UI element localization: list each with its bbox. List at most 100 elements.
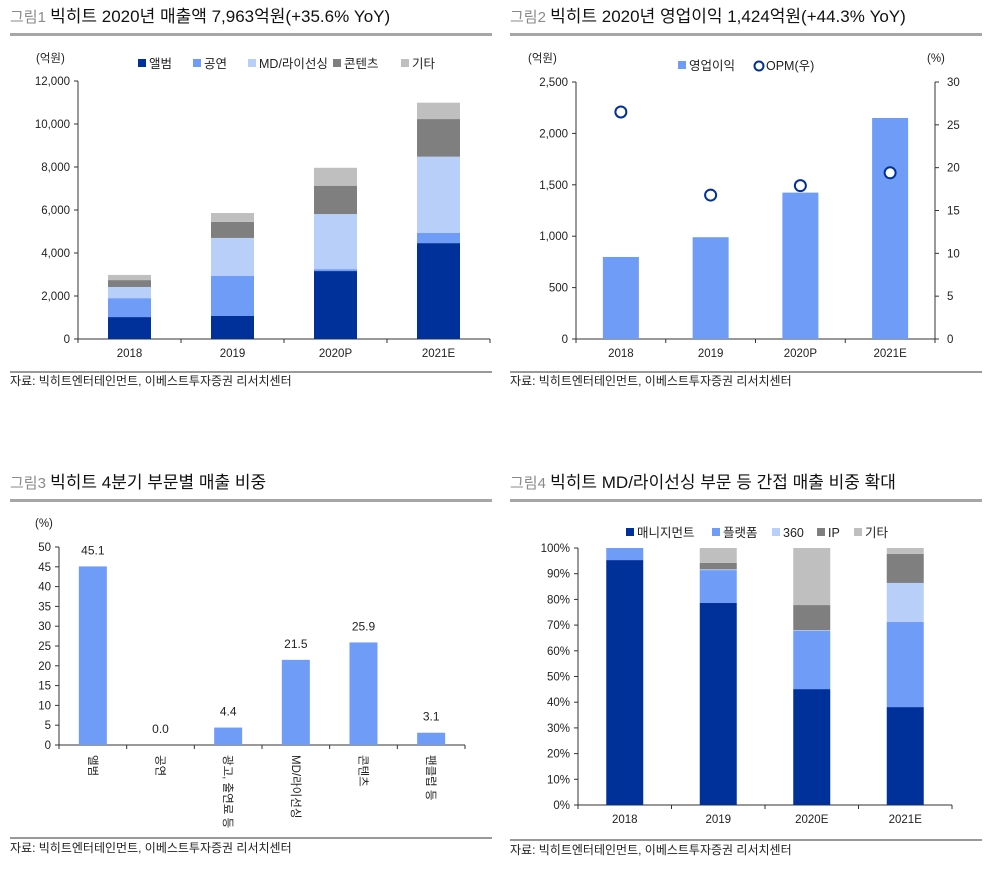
y-tick-label: 100%	[541, 543, 570, 555]
bar-segment-IP	[886, 553, 924, 583]
bar-segment-공연	[108, 298, 151, 318]
title-rule	[10, 33, 492, 36]
y-tick-label: 500	[549, 283, 568, 295]
y-tick-label: 40%	[547, 697, 570, 709]
y-tick-label: 20%	[547, 749, 570, 761]
legend-label: 매니지먼트	[637, 526, 695, 540]
y-tick-label: 30	[38, 621, 51, 633]
opm-point	[614, 105, 628, 119]
figure-label: 그림1	[10, 9, 50, 26]
y-tick-label: 5	[45, 720, 51, 732]
bar-segment-앨범	[417, 243, 460, 339]
legend-item: 매니지먼트	[626, 526, 695, 540]
chart-2: 0 500 1,000 1,500 2,000 2,500 0 5 10 15 20 25 30 (억원)…	[528, 51, 960, 360]
legend-label: 기타	[865, 526, 889, 540]
y-tick-label: 1,000	[539, 231, 568, 243]
x-tick-label: 2018	[612, 814, 638, 826]
data-label: 25.9	[352, 619, 376, 633]
bar-segment-MD/라이선싱	[211, 237, 254, 277]
bar-segment-매니지먼트	[793, 689, 831, 805]
y-tick-label: 15	[38, 681, 51, 693]
legend-item: 콘텐츠	[333, 57, 379, 71]
legend-swatch	[193, 59, 201, 67]
legend-item: OPM(우)	[753, 59, 814, 73]
legend-marker	[753, 60, 765, 72]
legend-label: 콘텐츠	[344, 57, 379, 71]
legend-swatch	[138, 59, 146, 67]
bar-segment-기타	[699, 548, 737, 563]
figure-title: 그림3 빅히트 4분기 부문별 매출 비중	[10, 473, 266, 492]
data-label: 3.1	[423, 710, 440, 724]
y2-tick-label: 30	[947, 77, 960, 89]
y-tick-label: 2,000	[539, 128, 568, 140]
bar-segment-MD/라이선싱	[108, 286, 151, 299]
bar-segment-콘텐츠	[211, 221, 254, 238]
bar-segment-360	[699, 569, 737, 571]
opm-point	[793, 179, 807, 193]
bar-segment-공연	[211, 276, 254, 316]
legend-label: 공연	[204, 57, 227, 71]
bar-segment-매니지먼트	[886, 707, 924, 805]
bar	[417, 732, 446, 745]
legend-item: 영업이익	[678, 59, 735, 73]
bar-segment-앨범	[108, 317, 151, 339]
legend-label: 360	[783, 526, 804, 540]
y-tick-label: 10	[38, 700, 51, 712]
y-tick-label: 80%	[547, 594, 570, 606]
bar-operating-profit	[872, 117, 909, 339]
x-tick-label: MD/라이선싱	[289, 755, 302, 818]
figure-title-text: 빅히트 MD/라이선싱 부문 등 간접 매출 비중 확대	[550, 473, 896, 492]
y-tick-label: 10%	[547, 774, 570, 786]
bar-segment-플랫폼	[886, 622, 924, 708]
legend-swatch	[817, 528, 825, 536]
y-tick-label: 2,500	[539, 77, 568, 89]
bar	[281, 659, 310, 745]
bar-segment-매니지먼트	[699, 602, 737, 805]
y-tick-label: 20	[38, 661, 51, 673]
legend-label: 플랫폼	[723, 526, 758, 540]
y2-tick-label: 15	[947, 206, 960, 218]
title-rule	[10, 499, 492, 502]
figure-title: 그림1 빅히트 2020년 매출액 7,963억원(+35.6% YoY)	[10, 7, 390, 26]
y-tick-label: 25	[38, 641, 51, 653]
figure-title-text: 빅히트 2020년 매출액 7,963억원(+35.6% YoY)	[50, 7, 390, 26]
legend-swatch	[772, 528, 780, 536]
y2-tick-label: 20	[947, 163, 960, 175]
bar-segment-기타	[211, 213, 254, 222]
chart-1: 0 2,000 4,000 6,000 8,000 10,000 12,000 (억원) 201…	[35, 51, 491, 360]
x-tick-label: 광고, 출연료 등	[221, 755, 234, 828]
y-tick-label: 50%	[547, 672, 570, 684]
bar-segment-IP	[793, 605, 831, 631]
y-tick-label: 35	[38, 601, 51, 613]
y2-tick-label: 5	[947, 291, 953, 303]
bar-segment-앨범	[211, 315, 254, 339]
figure-1: 그림1 빅히트 2020년 매출액 7,963억원(+35.6% YoY) 자료:…	[10, 7, 492, 388]
bar-segment-기타	[886, 548, 924, 554]
data-label: 21.5	[284, 637, 308, 651]
x-tick-label: 2019	[705, 814, 731, 826]
bar-segment-공연	[417, 233, 460, 244]
y2-tick-label: 0	[947, 334, 953, 346]
legend-label: 앨범	[149, 57, 172, 71]
bar-segment-콘텐츠	[314, 185, 357, 215]
figure-title-text: 빅히트 2020년 영업이익 1,424억원(+44.3% YoY)	[550, 7, 906, 26]
figure-label: 그림3	[10, 475, 50, 492]
data-label: 45.1	[81, 543, 105, 557]
bar-segment-콘텐츠	[417, 119, 460, 157]
legend-item: IP	[817, 526, 840, 540]
bar-segment-MD/라이선싱	[314, 214, 357, 270]
figure-title: 그림4 빅히트 MD/라이선싱 부문 등 간접 매출 비중 확대	[510, 473, 896, 492]
title-rule	[510, 499, 982, 502]
bar-operating-profit	[782, 192, 819, 339]
y-tick-label: 0	[562, 334, 568, 346]
legend-swatch	[854, 528, 862, 536]
y-tick-label: 40	[38, 582, 51, 594]
bar-segment-360	[793, 630, 831, 632]
figure-title: 그림2 빅히트 2020년 영업이익 1,424억원(+44.3% YoY)	[510, 7, 906, 26]
legend-item: 공연	[193, 57, 227, 71]
y2-axis-unit: (%)	[927, 53, 945, 65]
x-tick-label: 2020E	[795, 814, 829, 826]
y-tick-label: 1,500	[539, 180, 568, 192]
